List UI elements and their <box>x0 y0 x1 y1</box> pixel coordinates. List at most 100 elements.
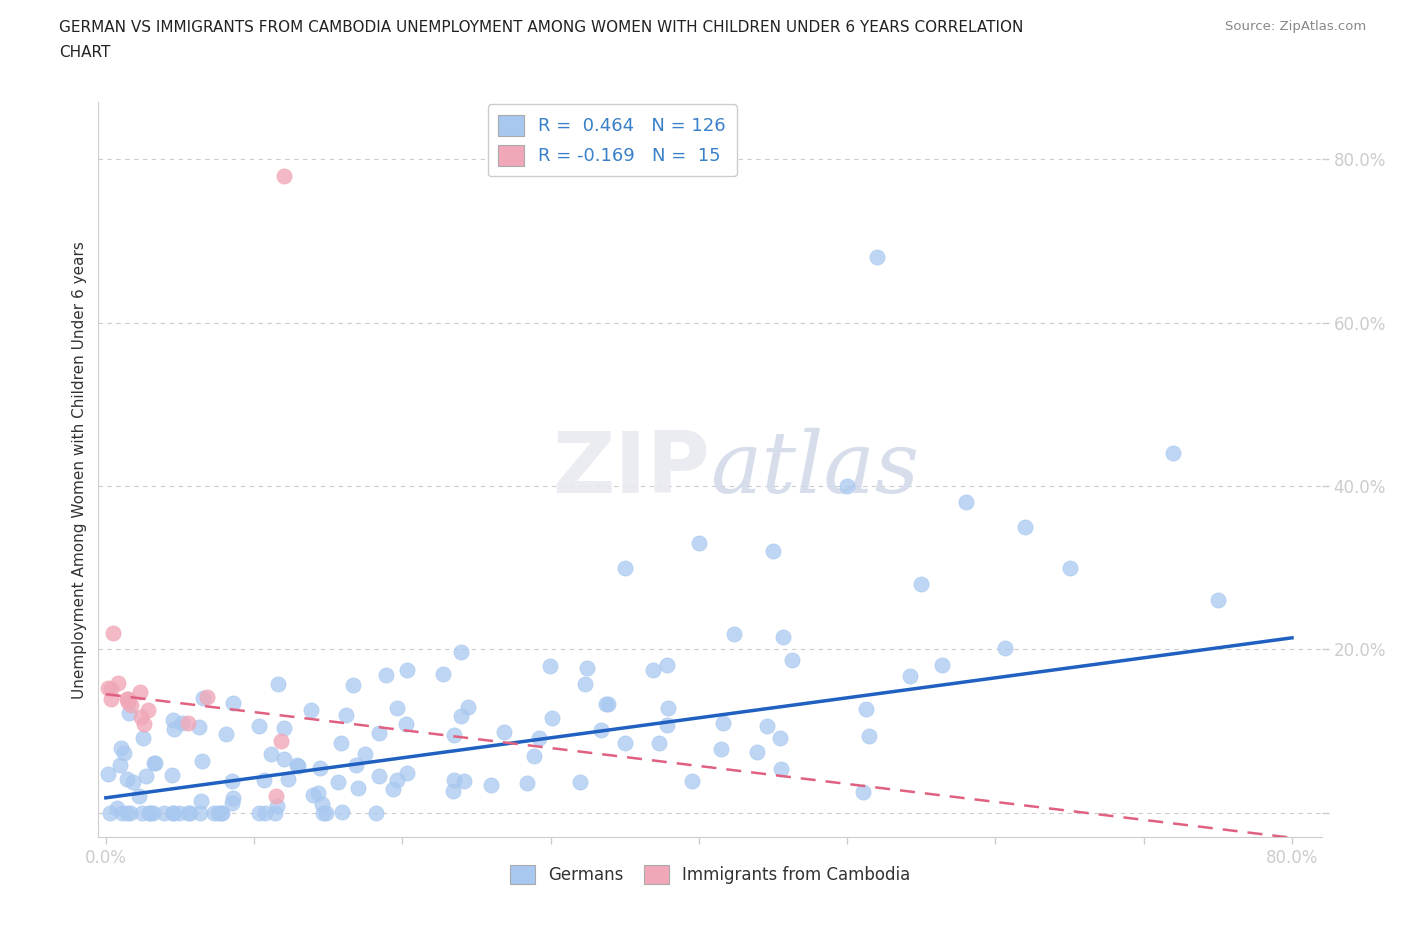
Point <box>385 773 408 788</box>
Point <box>450 709 472 724</box>
Point <box>163 721 186 736</box>
Point <box>302 788 325 803</box>
Point <box>169 805 191 820</box>
Point <box>139 805 162 820</box>
Point <box>747 745 769 760</box>
Legend: Germans, Immigrants from Cambodia: Germans, Immigrants from Cambodia <box>503 858 917 891</box>
Point <box>374 668 396 683</box>
Point <box>329 736 352 751</box>
Point <box>910 577 932 591</box>
Point <box>162 712 184 727</box>
Point <box>852 784 875 799</box>
Point <box>136 703 159 718</box>
Point <box>270 734 292 749</box>
Point <box>252 773 274 788</box>
Point <box>655 658 678 672</box>
Point <box>222 695 245 710</box>
Point <box>193 691 215 706</box>
Text: Source: ZipAtlas.com: Source: ZipAtlas.com <box>1226 20 1367 33</box>
Text: atlas: atlas <box>710 429 920 511</box>
Point <box>98 805 121 820</box>
Point <box>120 698 142 712</box>
Point <box>772 630 794 644</box>
Point <box>307 786 329 801</box>
Point <box>287 759 309 774</box>
Point <box>344 757 367 772</box>
Point <box>107 675 129 690</box>
Point <box>177 715 200 730</box>
Point <box>395 765 418 780</box>
Point <box>160 767 183 782</box>
Point <box>541 711 564 725</box>
Point <box>342 677 364 692</box>
Point <box>299 702 322 717</box>
Point <box>211 805 233 820</box>
Point <box>131 710 153 724</box>
Point <box>568 775 591 790</box>
Point <box>97 681 120 696</box>
Point <box>222 790 245 805</box>
Point <box>259 747 281 762</box>
Point <box>115 692 138 707</box>
Point <box>837 479 859 494</box>
Point <box>112 745 135 760</box>
Point <box>780 652 803 667</box>
Point <box>450 644 472 659</box>
Point <box>711 715 734 730</box>
Point <box>688 536 710 551</box>
Point <box>855 701 877 716</box>
Point <box>574 677 596 692</box>
Point <box>657 718 679 733</box>
Point <box>394 717 416 732</box>
Point <box>1059 560 1081 575</box>
Point <box>110 758 132 773</box>
Point <box>866 250 889 265</box>
Point <box>432 667 454 682</box>
Point <box>117 695 139 710</box>
Point <box>162 805 184 820</box>
Point <box>595 697 617 711</box>
Point <box>152 805 174 820</box>
Point <box>110 740 132 755</box>
Point <box>138 805 160 820</box>
Point <box>132 716 155 731</box>
Point <box>221 774 243 789</box>
Point <box>326 775 349 790</box>
Point <box>443 783 465 798</box>
Point <box>457 699 479 714</box>
Point <box>657 700 679 715</box>
Point <box>315 805 337 820</box>
Point <box>187 720 209 735</box>
Point <box>215 726 238 741</box>
Point <box>287 758 309 773</box>
Point <box>170 715 193 730</box>
Point <box>762 544 785 559</box>
Point <box>266 789 288 804</box>
Point <box>131 805 153 820</box>
Point <box>479 777 502 792</box>
Point <box>858 728 880 743</box>
Point <box>202 805 225 820</box>
Point <box>523 749 546 764</box>
Text: ZIP: ZIP <box>553 428 710 512</box>
Point <box>190 793 212 808</box>
Point <box>598 697 620 711</box>
Point <box>209 805 232 820</box>
Point <box>142 805 165 820</box>
Point <box>247 805 270 820</box>
Point <box>381 781 404 796</box>
Point <box>769 730 792 745</box>
Point <box>100 682 122 697</box>
Point <box>273 168 295 183</box>
Point <box>396 663 419 678</box>
Point <box>538 659 561 674</box>
Point <box>103 626 125 641</box>
Point <box>1163 445 1185 460</box>
Point <box>177 805 200 820</box>
Point <box>266 798 288 813</box>
Point <box>368 725 391 740</box>
Point <box>1014 519 1036 534</box>
Point <box>931 658 953 672</box>
Point <box>648 736 671 751</box>
Point <box>755 719 778 734</box>
